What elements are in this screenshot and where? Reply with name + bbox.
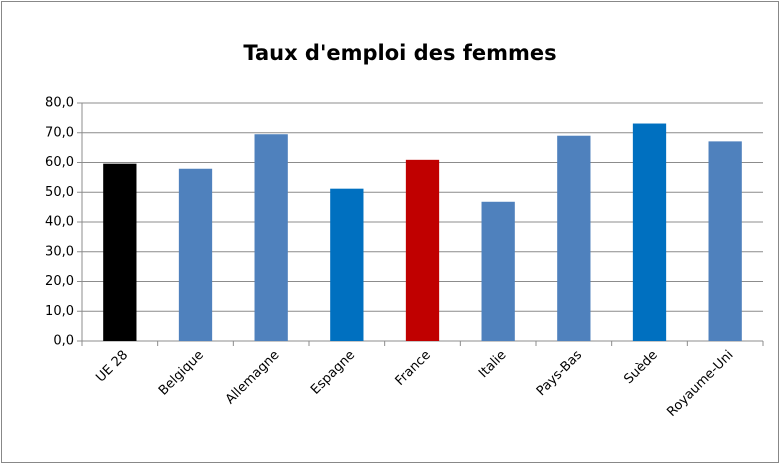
bar	[557, 135, 591, 341]
bar	[708, 141, 742, 341]
bar	[178, 168, 213, 341]
chart-title: Taux d'emploi des femmes	[243, 41, 556, 65]
y-tick-label: 0,0	[53, 334, 74, 349]
y-tick-label: 30,0	[45, 244, 74, 259]
y-tick-label: 10,0	[45, 304, 74, 319]
y-tick-label: 50,0	[45, 185, 74, 200]
bar	[481, 201, 515, 341]
bar	[330, 188, 364, 341]
y-tick-label: 40,0	[45, 215, 74, 230]
bar	[254, 134, 288, 341]
y-tick-label: 80,0	[45, 96, 74, 111]
bar	[103, 163, 137, 341]
y-tick-label: 20,0	[45, 274, 74, 289]
y-tick-label: 60,0	[45, 155, 74, 170]
bar	[632, 123, 667, 341]
bar	[405, 159, 440, 341]
y-tick-label: 70,0	[45, 125, 74, 140]
